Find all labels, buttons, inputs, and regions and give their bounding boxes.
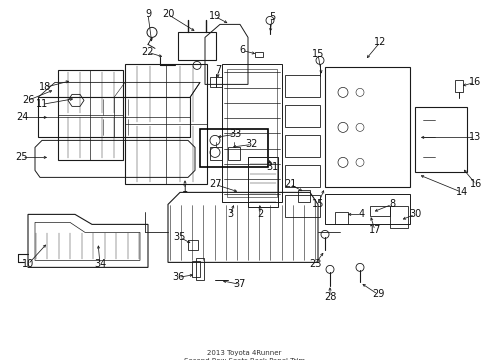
Text: 26: 26: [22, 95, 34, 105]
Text: 27: 27: [208, 179, 221, 189]
Text: 10: 10: [22, 260, 34, 269]
Text: 21: 21: [283, 179, 296, 189]
Text: 19: 19: [208, 12, 221, 21]
Text: 33: 33: [228, 129, 241, 139]
Text: 37: 37: [233, 279, 245, 289]
Bar: [414, 107, 466, 172]
Bar: [196, 258, 203, 280]
Text: 8: 8: [388, 199, 394, 210]
Text: 29: 29: [371, 289, 384, 300]
Bar: [369, 206, 389, 216]
Text: 9: 9: [144, 9, 151, 19]
Bar: [285, 195, 319, 217]
Text: 16: 16: [469, 179, 481, 189]
Text: 31: 31: [265, 162, 278, 172]
Text: 3: 3: [226, 210, 233, 219]
Bar: [285, 75, 319, 98]
Text: 15: 15: [311, 49, 324, 59]
Text: 32: 32: [245, 139, 258, 149]
Text: 28: 28: [323, 292, 336, 302]
Bar: [285, 165, 319, 188]
Text: 2: 2: [256, 210, 263, 219]
Bar: [325, 194, 409, 224]
Text: 5: 5: [268, 12, 275, 22]
Bar: [192, 261, 200, 278]
Text: 20: 20: [162, 9, 174, 19]
Text: 11: 11: [36, 99, 48, 109]
Text: 35: 35: [173, 233, 186, 242]
Bar: [285, 135, 319, 157]
Text: 24: 24: [16, 112, 28, 122]
Text: 34: 34: [94, 260, 106, 269]
Text: 17: 17: [368, 225, 381, 235]
Text: 18: 18: [39, 82, 51, 93]
Text: 6: 6: [239, 45, 244, 55]
Bar: [389, 206, 407, 228]
Text: 7: 7: [214, 66, 221, 75]
Text: 23: 23: [308, 260, 321, 269]
Text: 16: 16: [468, 77, 480, 87]
Text: 15: 15: [311, 199, 324, 210]
Text: 14: 14: [455, 188, 467, 197]
Text: 2013 Toyota 4Runner
Second Row Seats Back Panel Trim
71087-35020-C1: 2013 Toyota 4Runner Second Row Seats Bac…: [183, 350, 305, 360]
Text: 1: 1: [182, 184, 188, 194]
Bar: [325, 67, 409, 188]
Text: 25: 25: [16, 152, 28, 162]
Bar: [226, 69, 276, 197]
Text: 4: 4: [358, 210, 365, 219]
Text: 13: 13: [468, 132, 480, 143]
Bar: [285, 105, 319, 127]
Bar: [247, 157, 278, 207]
Bar: [200, 129, 267, 167]
Bar: [178, 32, 216, 60]
Text: 30: 30: [408, 210, 420, 219]
Text: 12: 12: [373, 37, 386, 48]
Text: 22: 22: [142, 48, 154, 57]
Text: 36: 36: [171, 273, 184, 282]
